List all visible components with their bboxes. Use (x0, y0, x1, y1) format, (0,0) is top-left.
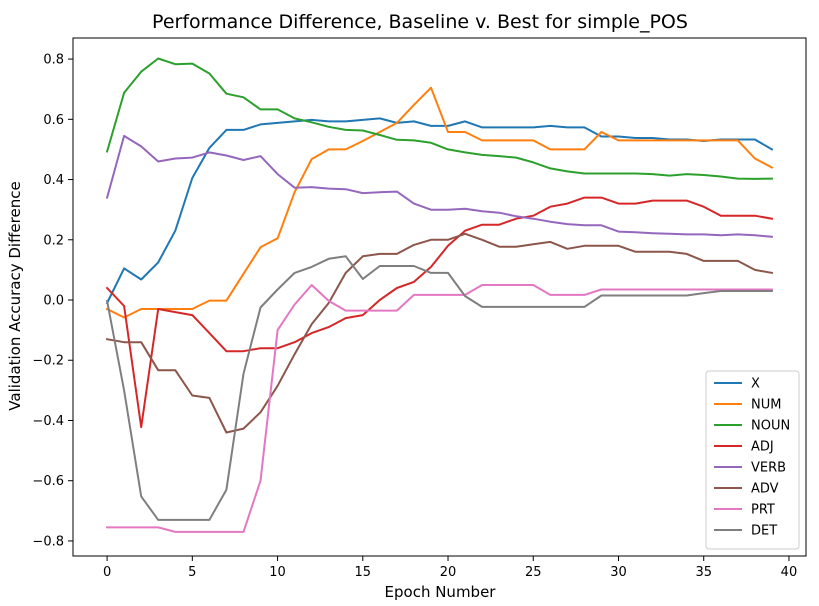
x-axis-label: Epoch Number (385, 583, 497, 601)
legend-label: X (751, 377, 760, 392)
series-line-adj (105, 196, 774, 429)
legend-label: DET (751, 524, 777, 539)
legend-label: ADJ (751, 440, 774, 455)
y-tick-label: −0.4 (32, 414, 64, 429)
y-tick-label: 0.8 (43, 53, 64, 68)
x-tick-label: 15 (355, 565, 372, 580)
chart-title: Performance Difference, Baseline v. Best… (152, 11, 688, 33)
series-line-det (105, 255, 773, 521)
series-line-verb (105, 134, 773, 238)
y-tick-label: 0.0 (43, 294, 64, 309)
y-tick-label: −0.8 (32, 534, 64, 549)
legend-label: ADV (751, 482, 779, 497)
y-tick-label: 0.2 (43, 233, 64, 248)
y-axis-label: Validation Accuracy Difference (6, 181, 24, 410)
x-tick-label: 5 (188, 565, 196, 580)
legend-box (705, 370, 800, 550)
legend-label: PRT (751, 503, 775, 518)
x-tick-label: 0 (103, 565, 111, 580)
legend-label: NOUN (751, 419, 790, 434)
x-tick-label: 35 (695, 565, 712, 580)
legend-label: VERB (751, 461, 786, 476)
legend: X NUM NOUN ADJ VERB ADV PRT DET (705, 370, 800, 550)
x-tick-label: 25 (525, 565, 542, 580)
y-tick-label: −0.6 (32, 474, 64, 489)
series-line-num (105, 86, 774, 319)
series-line-adv (105, 232, 774, 434)
series-lines (105, 57, 774, 533)
x-tick-label: 20 (440, 565, 457, 580)
series-line-prt (106, 284, 773, 533)
series-line-noun (105, 57, 773, 180)
y-tick-label: −0.2 (32, 354, 64, 369)
x-tick-label: 40 (781, 565, 798, 580)
x-tick-label: 30 (610, 565, 627, 580)
y-tick-label: 0.6 (43, 113, 64, 128)
y-tick-label: 0.4 (43, 173, 64, 188)
legend-label: NUM (751, 398, 781, 413)
series-line-x (105, 117, 774, 305)
axis-ticks: 0 5 10 15 20 25 30 35 40 −0.8 −0.6 −0.4 −0.2 0.0 0.2 0.… (32, 53, 797, 580)
x-tick-label: 10 (269, 565, 286, 580)
plot-frame (72, 37, 807, 557)
